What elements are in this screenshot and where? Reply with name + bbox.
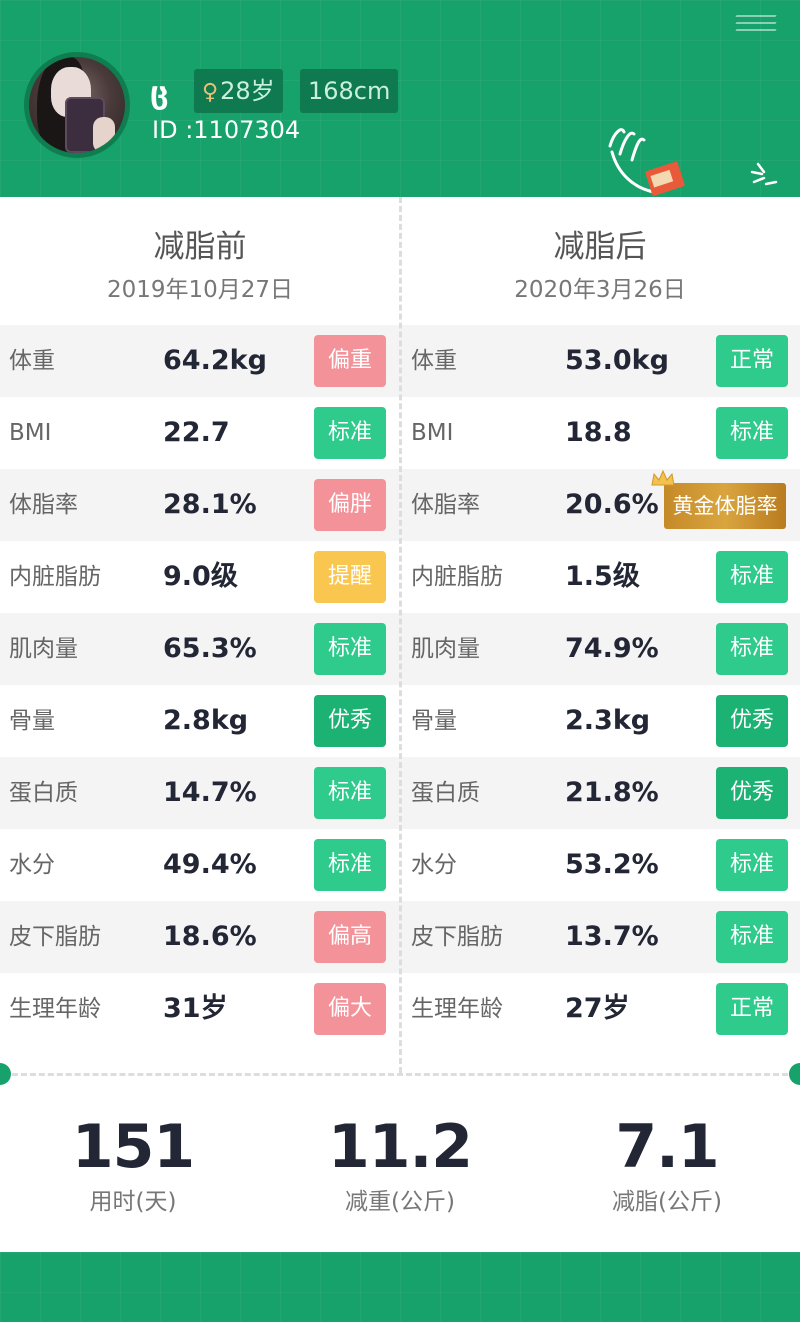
before-status-badge: 优秀 [314,695,386,747]
before-metric-value: 22.7 [163,417,230,448]
after-metric-value: 20.6% [565,489,659,520]
metric-row: 骨量 2.8kg 优秀 骨量 2.3kg 优秀 [0,685,800,757]
stripes-decoration-icon [735,10,777,40]
after-metric-value: 53.2% [565,849,659,880]
summary-weight-loss-label: 减重(公斤) [345,1189,455,1215]
profile-header: ც ♀28岁 168cm ID :1107304 [0,0,800,197]
before-status-badge: 标准 [314,839,386,891]
after-status-badge: 标准 [716,623,788,675]
before-metric-value: 31岁 [163,993,228,1024]
crown-icon [651,469,675,486]
before-title: 减脂前 [153,229,247,265]
after-status-badge: 标准 [716,911,788,963]
summary-divider [12,1073,788,1076]
before-metric-value: 14.7% [163,777,257,808]
metric-row: 内脏脂肪 9.0级 提醒 内脏脂肪 1.5级 标准 [0,541,800,613]
before-status-badge: 提醒 [314,551,386,603]
after-status-badge: 黄金体脂率 [664,483,786,529]
column-divider [399,197,402,1073]
after-status-badge: 标准 [716,551,788,603]
avatar[interactable] [24,52,130,158]
before-metric-label: 生理年龄 [9,996,101,1022]
ticket-notch-right [789,1063,800,1085]
after-metric-value: 1.5级 [565,561,640,592]
summary-weight-loss: 11.2 减重(公斤) [267,1109,533,1219]
hand-holding-card-decoration-icon [608,128,685,196]
before-metric-value: 64.2kg [163,345,267,376]
after-status-badge: 标准 [716,839,788,891]
after-metric-value: 2.3kg [565,705,651,736]
before-metric-label: 肌肉量 [9,636,78,662]
after-metric-label: 蛋白质 [411,780,480,806]
summary-fat-loss-label: 减脂(公斤) [612,1189,722,1215]
before-metric-label: 水分 [9,852,55,878]
after-metric-label: 肌肉量 [411,636,480,662]
age-tag: ♀28岁 [194,69,283,113]
sparkle-decoration-icon [750,162,778,186]
before-metric-label: 内脏脂肪 [9,564,101,590]
after-status-badge: 正常 [716,335,788,387]
after-metric-label: 水分 [411,852,457,878]
before-status-badge: 标准 [314,623,386,675]
metric-row: BMI 22.7 标准 BMI 18.8 标准 [0,397,800,469]
before-metric-value: 49.4% [163,849,257,880]
after-metric-value: 13.7% [565,921,659,952]
after-column-header: 减脂后 2020年3月26日 [400,197,800,305]
after-metric-value: 21.8% [565,777,659,808]
summary-days-value: 151 [71,1112,195,1182]
user-name: ც [150,76,169,111]
before-metric-label: 体脂率 [9,492,78,518]
after-metric-label: 生理年龄 [411,996,503,1022]
after-status-badge: 优秀 [716,695,788,747]
summary-fat-loss-value: 7.1 [615,1112,719,1182]
before-column-header: 减脂前 2019年10月27日 [0,197,400,305]
before-date: 2019年10月27日 [106,277,294,303]
after-metric-value: 53.0kg [565,345,669,376]
before-metric-value: 65.3% [163,633,257,664]
avatar-hand [93,117,115,153]
before-metric-value: 28.1% [163,489,257,520]
after-metric-label: 骨量 [411,708,457,734]
before-metric-value: 18.6% [163,921,257,952]
metric-row: 水分 49.4% 标准 水分 53.2% 标准 [0,829,800,901]
after-title: 减脂后 [553,229,647,265]
female-icon: ♀ [202,80,219,105]
before-metric-value: 2.8kg [163,705,249,736]
ticket-notch-left [0,1063,11,1085]
after-status-badge: 标准 [716,407,788,459]
after-metric-label: 内脏脂肪 [411,564,503,590]
before-metric-value: 9.0级 [163,561,238,592]
before-metric-label: 蛋白质 [9,780,78,806]
user-id: ID :1107304 [152,116,301,144]
after-metric-value: 74.9% [565,633,659,664]
before-status-badge: 偏重 [314,335,386,387]
after-metric-value: 18.8 [565,417,632,448]
before-metric-label: 体重 [9,348,55,374]
before-metric-label: BMI [9,420,52,446]
before-metric-label: 骨量 [9,708,55,734]
before-metric-label: 皮下脂肪 [9,924,101,950]
after-metric-label: 体重 [411,348,457,374]
summary-days-label: 用时(天) [89,1189,177,1215]
before-status-badge: 标准 [314,767,386,819]
footer-band [0,1252,800,1322]
metric-row: 生理年龄 31岁 偏大 生理年龄 27岁 正常 [0,973,800,1045]
before-status-badge: 偏高 [314,911,386,963]
before-status-badge: 偏胖 [314,479,386,531]
after-metric-label: 皮下脂肪 [411,924,503,950]
height-tag: 168cm [300,69,399,113]
after-date: 2020年3月26日 [514,277,686,303]
summary-weight-loss-value: 11.2 [327,1112,473,1182]
age-value: 28岁 [220,77,275,105]
after-status-badge: 正常 [716,983,788,1035]
after-metric-value: 27岁 [565,993,630,1024]
after-status-badge: 优秀 [716,767,788,819]
comparison-card: 减脂前 2019年10月27日 减脂后 2020年3月26日 体重 64.2kg 偏… [0,197,800,1252]
before-status-badge: 偏大 [314,983,386,1035]
summary-fat-loss: 7.1 减脂(公斤) [534,1109,800,1219]
after-metric-label: 体脂率 [411,492,480,518]
after-metric-label: BMI [411,420,454,446]
summary-days: 151 用时(天) [0,1109,266,1219]
before-status-badge: 标准 [314,407,386,459]
